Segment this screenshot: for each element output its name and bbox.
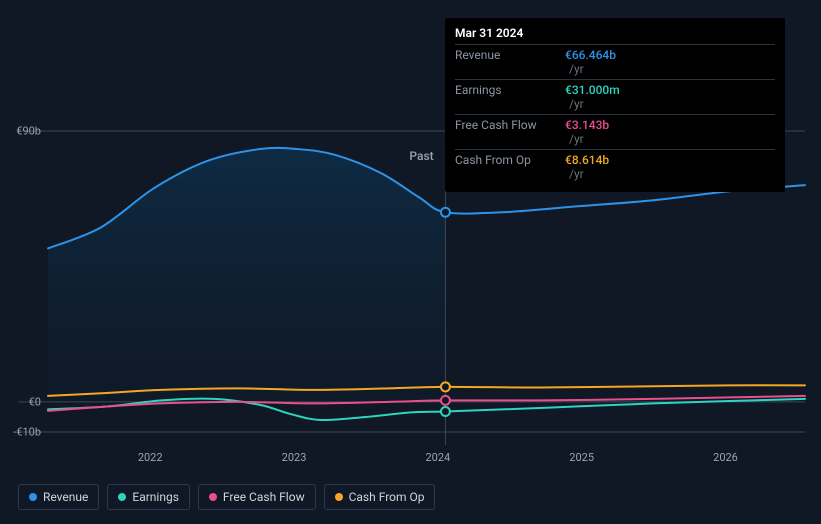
tooltip-row-unit: /yr [569,97,584,111]
tooltip-row-value: €3.143b [565,118,609,132]
tooltip-row-unit: /yr [569,132,584,146]
legend-item-free-cash-flow[interactable]: Free Cash Flow [198,484,316,510]
tooltip-row-unit: /yr [569,167,584,181]
tooltip-row-label: Earnings [455,83,565,111]
y-tick-label: -€10b [1,426,41,439]
marker-cfo [441,382,450,391]
legend: Revenue Earnings Free Cash Flow Cash From O… [18,484,435,510]
hover-tooltip: Mar 31 2024 Revenue€66.464b/yrEarnings€3… [445,18,785,192]
tooltip-row-unit: /yr [569,62,584,76]
x-tick-label: 2026 [713,451,738,464]
legend-item-earnings[interactable]: Earnings [107,484,190,510]
x-tick-label: 2023 [282,451,307,464]
x-tick-label: 2024 [425,451,450,464]
x-tick-label: 2025 [569,451,594,464]
legend-item-label: Free Cash Flow [223,490,305,504]
legend-dot-icon [29,493,37,501]
legend-dot-icon [118,493,126,501]
marker-fcf [441,396,450,405]
tooltip-row-label: Cash From Op [455,153,565,181]
tooltip-row: Cash From Op€8.614b/yr [455,149,775,184]
past-area [48,148,445,402]
tooltip-row: Revenue€66.464b/yr [455,44,775,79]
legend-item-label: Revenue [43,490,88,504]
legend-item-label: Cash From Op [349,490,425,504]
y-tick-label: €90b [1,125,41,138]
legend-dot-icon [209,493,217,501]
x-tick-label: 2022 [138,451,163,464]
chart: €90b€0-€10b 20222023202420252026 Past An… [0,0,821,524]
legend-item-label: Earnings [132,490,179,504]
tooltip-row-value: €66.464b [565,48,616,62]
tooltip-row-value: €31.000m [565,83,620,97]
tooltip-row-value: €8.614b [565,153,609,167]
tooltip-row-label: Revenue [455,48,565,76]
legend-item-revenue[interactable]: Revenue [18,484,99,510]
tooltip-row: Free Cash Flow€3.143b/yr [455,114,775,149]
marker-revenue [441,208,450,217]
legend-item-cash-from-op[interactable]: Cash From Op [324,484,436,510]
past-region-label: Past [409,149,433,163]
tooltip-row-label: Free Cash Flow [455,118,565,146]
marker-earnings [441,407,450,416]
tooltip-title: Mar 31 2024 [455,26,775,44]
y-tick-label: €0 [1,395,41,408]
tooltip-row: Earnings€31.000m/yr [455,79,775,114]
legend-dot-icon [335,493,343,501]
